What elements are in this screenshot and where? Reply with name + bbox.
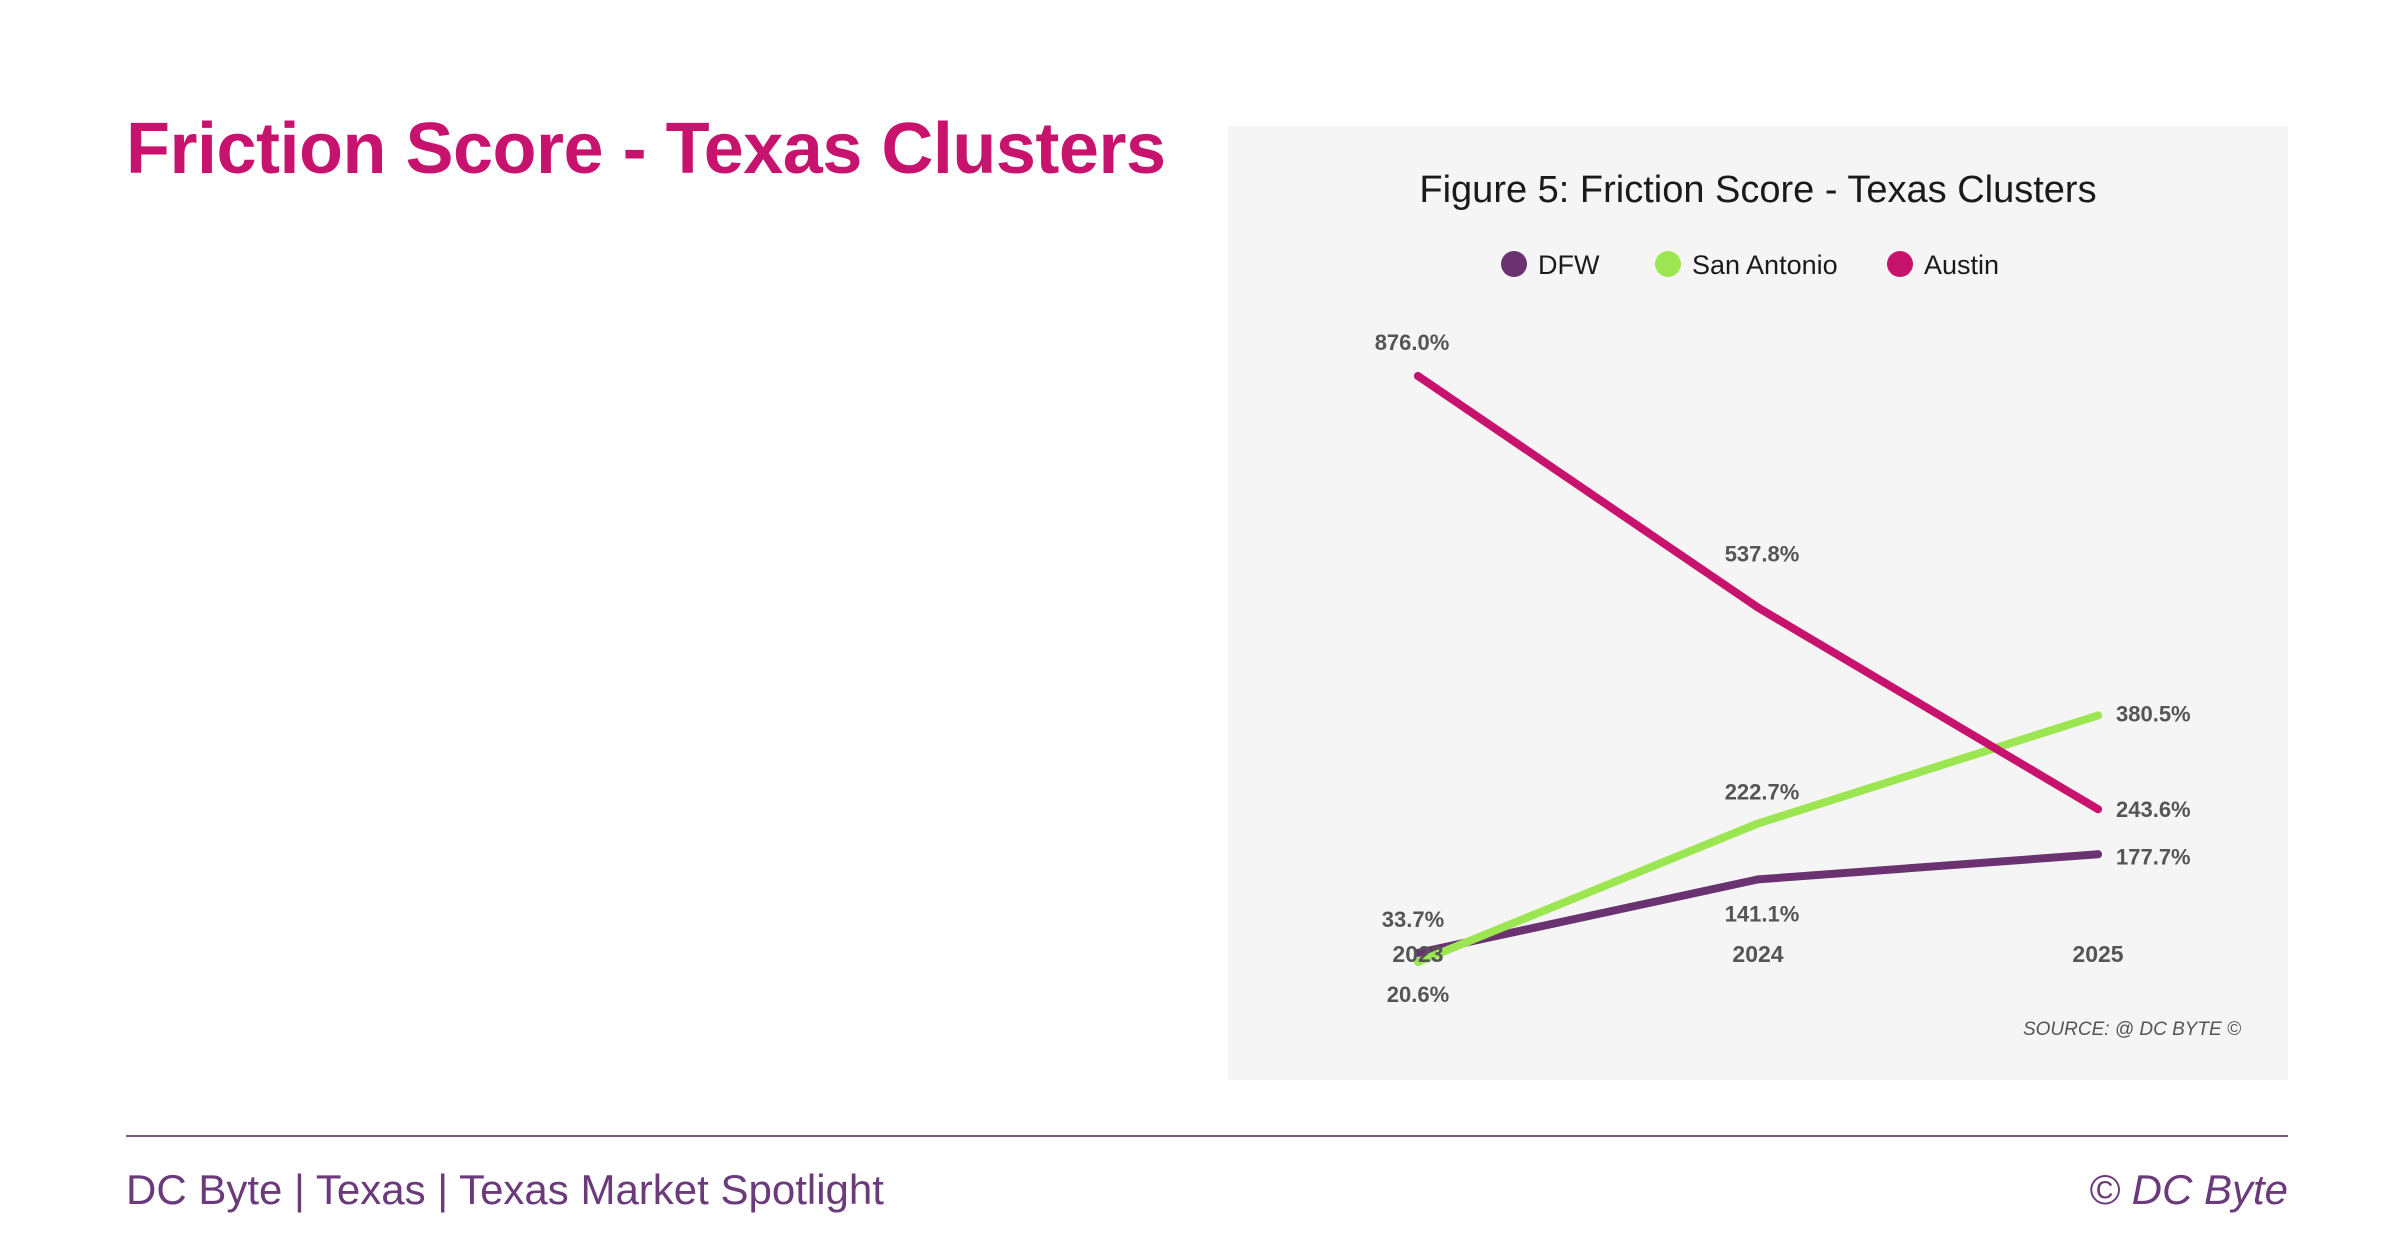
data-label-dfw-2025: 177.7% <box>2116 844 2191 869</box>
data-point-dfw-2023 <box>1414 948 1422 957</box>
data-label-austin-2025: 243.6% <box>2116 797 2191 822</box>
legend-label-san-antonio: San Antonio <box>1692 250 1838 280</box>
legend-item-san-antonio: San Antonio <box>1655 250 1838 280</box>
data-label-dfw-2024: 141.1% <box>1725 901 1800 926</box>
x-tick-label-2024: 2024 <box>1732 941 1783 967</box>
legend-marker-san-antonio <box>1655 251 1681 277</box>
data-point-san-antonio-2025 <box>2094 711 2102 720</box>
footer-copyright: © DC Byte <box>2089 1166 2288 1213</box>
legend-item-dfw: DFW <box>1501 250 1600 280</box>
chart-source: SOURCE: @ DC BYTE © <box>2023 1019 2241 1040</box>
line-chart: Figure 5: Friction Score - Texas Cluster… <box>1375 169 2241 1040</box>
x-tick-label-2023: 2023 <box>1392 941 1443 967</box>
data-point-san-antonio-2023 <box>1414 957 1422 966</box>
data-point-austin-2023 <box>1414 372 1422 380</box>
chart-title: Figure 5: Friction Score - Texas Cluster… <box>1419 169 2096 211</box>
data-point-san-antonio-2024 <box>1754 819 1762 828</box>
chart-legend: DFW San Antonio Austin <box>1501 250 1999 280</box>
legend-label-austin: Austin <box>1924 250 1999 280</box>
data-label-san-antonio-2025: 380.5% <box>2116 701 2191 726</box>
footer-divider <box>126 1135 2288 1137</box>
data-point-dfw-2025 <box>2094 850 2102 859</box>
data-label-san-antonio-2024: 222.7% <box>1725 780 1800 805</box>
data-point-dfw-2024 <box>1754 875 1762 884</box>
footer-source-line: DC Byte | Texas | Texas Market Spotlight <box>126 1166 884 1213</box>
x-axis: 2023 2024 2025 <box>1392 941 2123 967</box>
chart-panel: Figure 5: Friction Score - Texas Cluster… <box>1228 126 2288 1080</box>
legend-label-dfw: DFW <box>1538 250 1600 280</box>
legend-marker-austin <box>1887 251 1913 277</box>
legend-item-austin: Austin <box>1887 250 1999 280</box>
series-layer: 33.7% 141.1% 177.7% 20.6% 222.7% 380.5% 876.0%… <box>1375 330 2191 1007</box>
page-title: Friction Score - Texas Clusters <box>126 109 1166 189</box>
data-label-austin-2023: 876.0% <box>1375 330 1450 355</box>
data-point-austin-2024 <box>1754 603 1762 612</box>
series-line-austin <box>1414 372 2102 814</box>
data-point-austin-2025 <box>2094 805 2102 814</box>
legend-marker-dfw <box>1501 251 1527 277</box>
x-tick-label-2025: 2025 <box>2072 941 2123 967</box>
data-label-austin-2024: 537.8% <box>1725 542 1800 567</box>
data-label-san-antonio-2023: 20.6% <box>1387 982 1449 1007</box>
data-label-dfw-2023: 33.7% <box>1382 907 1444 932</box>
